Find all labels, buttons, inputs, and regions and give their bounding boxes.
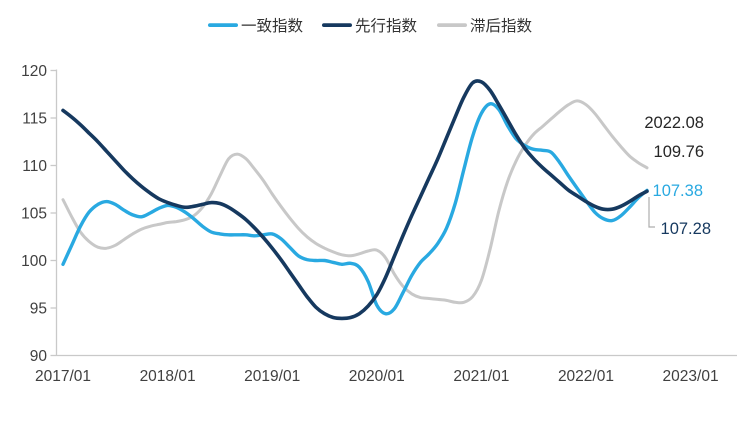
- x-axis-tick-label: 2020/01: [349, 368, 405, 385]
- x-axis-tick-label: 2023/01: [663, 368, 719, 385]
- y-axis-tick-label: 115: [22, 111, 47, 128]
- x-axis-tick-label: 2018/01: [140, 368, 196, 385]
- series-line-coincident: [61, 102, 649, 316]
- annotation-date: 2022.08: [644, 114, 704, 132]
- series-line-leading: [61, 79, 649, 321]
- annotation-coincident-value: 107.38: [653, 182, 703, 200]
- series-line-lagging: [61, 99, 649, 305]
- y-axis-tick-label: 90: [30, 348, 48, 365]
- x-axis-tick-label: 2017/01: [35, 368, 91, 385]
- plot-area: [61, 79, 649, 321]
- y-axis-tick-label: 120: [21, 63, 47, 80]
- x-axis-tick-label: 2022/01: [558, 368, 614, 385]
- x-axis-tick-label: 2019/01: [244, 368, 300, 385]
- legend-label-coincident: 一致指数: [241, 17, 304, 35]
- legend-label-leading: 先行指数: [355, 17, 418, 35]
- y-axis-tick-label: 105: [21, 206, 47, 223]
- legend-swatch-lagging: [437, 23, 467, 27]
- axes: 120 115 110 105 100 95 90 2017/01 2018/01 2019/01…: [21, 63, 737, 385]
- legend: 一致指数 先行指数 滞后指数: [208, 17, 533, 35]
- x-axis-tick-label: 2021/01: [453, 368, 509, 385]
- y-axis-tick-label: 100: [21, 253, 47, 270]
- legend-swatch-leading: [322, 23, 352, 27]
- annotations: 2022.08 109.76 107.38 107.28: [644, 114, 711, 238]
- legend-label-lagging: 滞后指数: [470, 17, 533, 35]
- annotation-leader-line: [648, 197, 655, 228]
- y-axis-tick-label: 110: [22, 158, 47, 175]
- legend-item-lagging: 滞后指数: [437, 17, 533, 35]
- legend-item-coincident: 一致指数: [208, 17, 304, 35]
- legend-swatch-coincident: [208, 23, 238, 27]
- annotation-lagging-value: 109.76: [654, 143, 704, 161]
- y-axis-tick-label: 95: [30, 301, 47, 318]
- legend-item-leading: 先行指数: [322, 17, 418, 35]
- annotation-leading-value: 107.28: [661, 220, 711, 238]
